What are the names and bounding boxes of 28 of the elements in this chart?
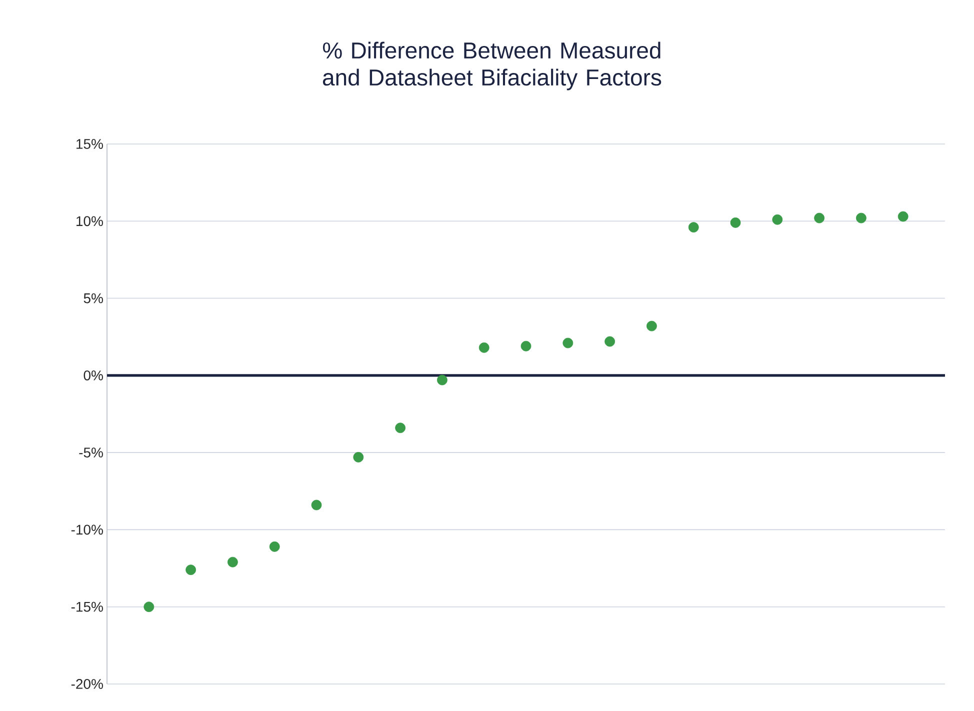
point	[228, 556, 238, 568]
y-tick-label: 15%	[76, 139, 103, 149]
y-tick-label: 0%	[84, 370, 103, 380]
point	[688, 222, 699, 233]
point	[856, 212, 866, 224]
y-tick-label: 10%	[76, 216, 103, 226]
chart-title: % Difference Between Measured and Datasheet Bifaciality Factors	[322, 42, 662, 90]
point	[898, 211, 908, 222]
point	[437, 374, 448, 386]
point	[144, 602, 154, 612]
y-tick-label: -20%	[71, 679, 103, 689]
point	[269, 541, 280, 552]
point	[562, 338, 574, 348]
point	[772, 214, 783, 225]
y-tick-label: -5%	[79, 448, 103, 458]
y-tick-label: -15%	[71, 602, 103, 612]
y-tick-label: 5%	[84, 293, 103, 304]
point	[646, 320, 657, 332]
point	[186, 564, 196, 576]
point	[730, 217, 741, 228]
point	[520, 340, 532, 352]
point	[478, 342, 490, 353]
point	[311, 500, 322, 510]
point	[395, 422, 406, 434]
y-tick-label: -10%	[71, 524, 103, 535]
point	[604, 336, 616, 347]
point	[814, 212, 824, 224]
point	[353, 452, 364, 462]
